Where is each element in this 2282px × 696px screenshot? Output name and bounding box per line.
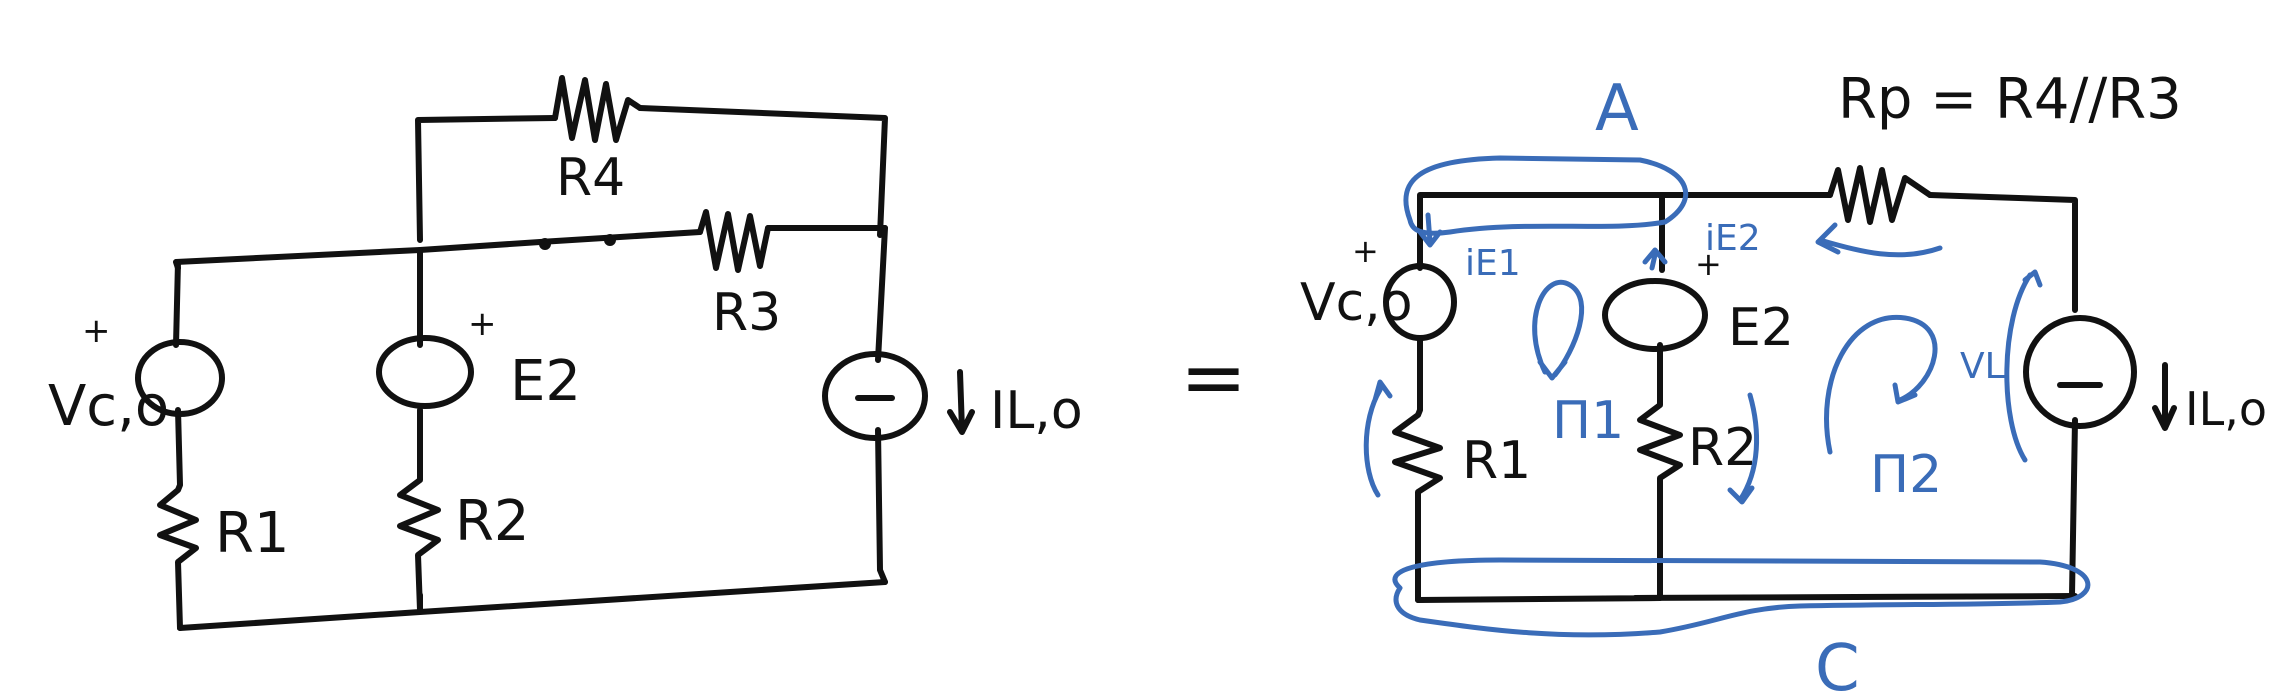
mesh-1-arrow [1532, 280, 1585, 381]
left-bottom-wire [177, 579, 888, 631]
right-e2-label: E2 [1728, 298, 1794, 358]
left-e2-plus-sign: + [468, 304, 497, 344]
left-e2-label: E2 [510, 349, 581, 414]
right-rp-resistor [1827, 165, 1933, 225]
left-il0-source [822, 351, 928, 441]
right-e2-source [1602, 278, 1708, 352]
node-c-label: C [1815, 632, 1860, 696]
mesh-1-label: Π1 [1552, 391, 1624, 451]
left-r1-label: R1 [215, 501, 290, 566]
r2-voltage-arc [1727, 392, 1759, 505]
left-il0-label: IL,o [990, 381, 1083, 441]
node-a-outline [1403, 155, 1689, 236]
left-e2-source [376, 335, 474, 409]
vl-label: VL [1960, 346, 2005, 387]
right-e2-wire [1637, 342, 1683, 601]
mesh-2-arrow [1824, 314, 1938, 455]
i-e1-label: iE1 [1465, 243, 1521, 284]
right-e2-plus-sign: + [1695, 245, 1722, 283]
equals-sign: = [1180, 331, 1247, 424]
left-r2-label: R2 [455, 489, 530, 554]
left-r4-resistor [552, 75, 643, 143]
right-vc0-plus-sign: + [1352, 232, 1379, 270]
right-il0-arrow [2152, 362, 2177, 431]
right-vc0-source [1383, 263, 1457, 341]
right-il0-wire [2069, 417, 2078, 598]
right-bottom-wire [1415, 593, 2078, 603]
left-r4-label: R4 [556, 148, 625, 208]
r1-voltage-arc [1363, 379, 1393, 498]
i-e2-arrow [1642, 247, 1668, 271]
left-r3-label: R3 [712, 283, 781, 343]
left-r4-branch-wire [415, 105, 888, 243]
left-vc0-label: Vc,o [48, 374, 169, 439]
left-junction-dot [539, 238, 551, 250]
left-vc0-wire [157, 259, 199, 631]
right-vc0-label: Vc,o [1300, 273, 1413, 333]
left-vc0-plus-sign: + [82, 311, 111, 351]
annotations: A C Π1 Π2 iE1 iE2 VL [1363, 72, 2091, 696]
i-e2-label: iE2 [1705, 218, 1761, 259]
left-top-wire [173, 225, 888, 271]
left-circuit: + Vc,o + E2 R1 R2 R3 R4 IL,o [48, 75, 1083, 631]
left-junction-dot [604, 234, 616, 246]
right-vc0-wire [1392, 337, 1443, 603]
left-e2-wire [397, 247, 441, 613]
right-top-wire [1417, 192, 2078, 313]
left-il0-arrow [947, 369, 975, 435]
left-r3-resistor [697, 209, 771, 273]
left-vc0-source [135, 339, 225, 417]
right-il0-label: IL,o [2185, 382, 2267, 436]
left-il0-wire [875, 225, 888, 585]
rp-current-arrow [1815, 222, 1943, 258]
node-c-outline [1392, 557, 2091, 638]
right-rp-formula: Rp = R4//R3 [1838, 67, 2182, 132]
vl-voltage-arc [2004, 269, 2043, 463]
right-circuit: + Vc,o + E2 R1 R2 Rp = R4//R3 IL,o [1300, 67, 2267, 603]
i-e1-arrow [1417, 212, 1443, 248]
right-il0-source [2023, 315, 2137, 429]
mesh-2-label: Π2 [1870, 445, 1942, 505]
right-r2-label: R2 [1688, 418, 1757, 478]
right-r1-label: R1 [1462, 431, 1531, 491]
node-a-label: A [1595, 72, 1639, 146]
